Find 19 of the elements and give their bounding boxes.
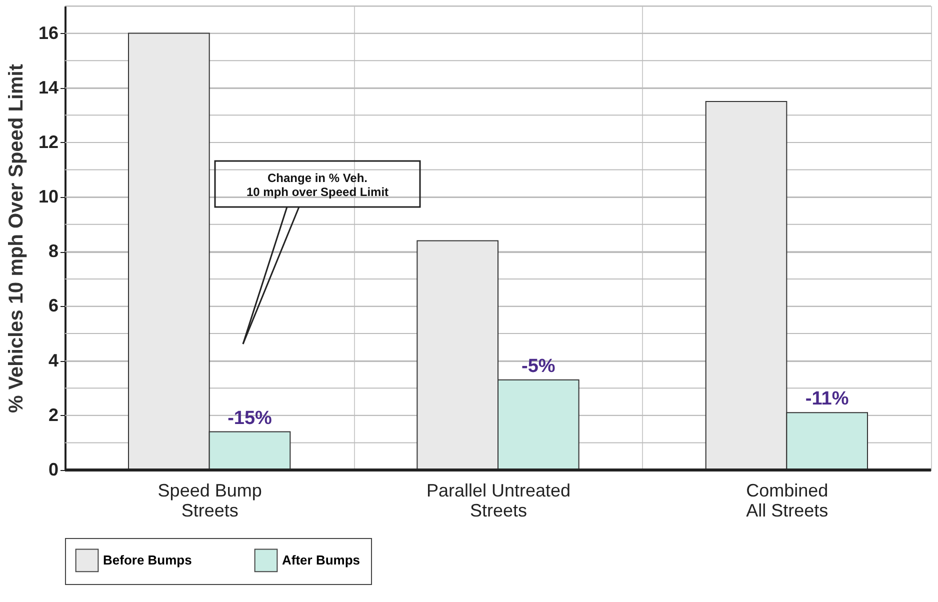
y-tick-label: 4 xyxy=(48,350,58,370)
y-tick-label: 10 xyxy=(38,186,58,207)
annotation: -15% xyxy=(228,408,272,429)
y-tick-label: 0 xyxy=(48,460,58,480)
annotation: -11% xyxy=(805,388,849,410)
y-tick-label: 6 xyxy=(48,296,58,316)
x-tick-label: Parallel Untreated Streets xyxy=(426,480,571,520)
legend-label: After Bumps xyxy=(282,552,360,568)
y-tick-label: 16 xyxy=(38,22,58,43)
annotation: Change in % Veh. 10 mph over Speed Limit xyxy=(246,171,389,199)
y-tick-label: 14 xyxy=(38,77,58,98)
y-tick-label: 12 xyxy=(38,132,58,152)
legend-label: Before Bumps xyxy=(103,552,192,568)
y-tick-label: 2 xyxy=(48,404,58,425)
x-tick-label: Combined All Streets xyxy=(746,480,828,520)
x-tick-label: Speed Bump Streets xyxy=(158,480,262,520)
y-axis-title: % Vehicles 10 mph Over Speed Limit xyxy=(5,64,28,414)
annotation: -5% xyxy=(522,356,556,377)
y-tick-label: 8 xyxy=(48,241,58,262)
